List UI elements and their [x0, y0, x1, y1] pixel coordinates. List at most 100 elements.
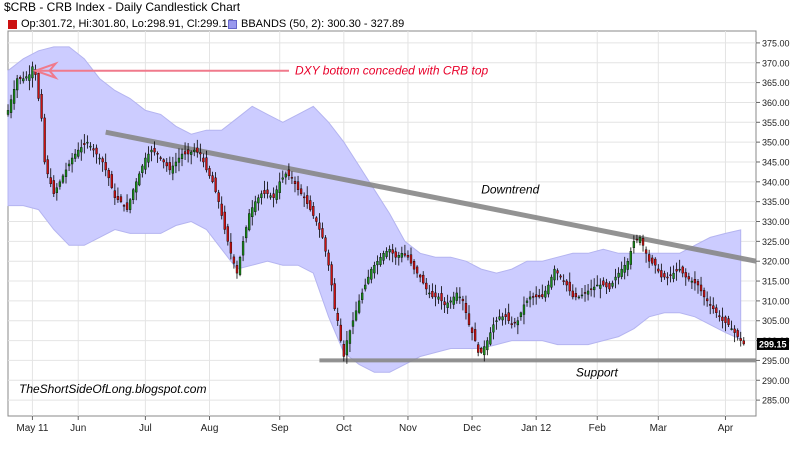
candle-down — [513, 321, 516, 324]
candle-down — [394, 251, 397, 258]
y-tick-label: 295.00 — [762, 356, 790, 366]
candle-up — [174, 161, 178, 167]
candle-down — [339, 324, 342, 341]
last-price-label: 299.15 — [759, 339, 787, 349]
candle-up — [269, 195, 272, 198]
candle-up — [397, 255, 400, 258]
y-tick-label: 310.00 — [762, 296, 790, 306]
candle-down — [293, 180, 297, 185]
bollinger-fill — [7, 46, 742, 373]
candle-up — [388, 249, 391, 253]
y-tick-label: 355.00 — [762, 118, 790, 128]
annotations: DXY bottom conceded with CRB top Downtren… — [19, 61, 619, 396]
candle-down — [266, 189, 269, 194]
candle-up — [730, 328, 733, 330]
candle-up — [547, 284, 550, 295]
candle-up — [132, 189, 135, 200]
candle-down — [718, 315, 721, 317]
candle-down — [709, 304, 712, 306]
candle-down — [641, 238, 645, 246]
candle-up — [345, 340, 349, 356]
candle-up — [498, 316, 501, 320]
y-tick-label: 335.00 — [762, 197, 790, 207]
candle-up — [244, 227, 248, 239]
y-tick-label: 365.00 — [762, 78, 790, 88]
candle-down — [687, 276, 690, 280]
candle-up — [632, 241, 636, 248]
candle-up — [77, 149, 80, 157]
candle-up — [144, 157, 147, 170]
candle-up — [617, 272, 620, 278]
candle-down — [724, 316, 727, 323]
x-tick-label: Oct — [336, 423, 352, 434]
candle-up — [376, 261, 379, 266]
candle-up — [611, 282, 614, 287]
candle-down — [287, 169, 291, 177]
candle-up — [6, 110, 10, 115]
candle-down — [467, 313, 471, 325]
candle-up — [284, 173, 287, 178]
candle-down — [443, 301, 446, 306]
candle-down — [156, 153, 159, 155]
y-tick-label: 370.00 — [762, 58, 790, 68]
downtrend-line — [105, 129, 757, 264]
candle-up — [580, 294, 584, 297]
candle-up — [257, 197, 260, 204]
candle-up — [248, 213, 251, 231]
candle-down — [589, 288, 593, 290]
candle-up — [260, 193, 263, 198]
candle-down — [330, 264, 333, 286]
candle-down — [309, 200, 312, 210]
candle-up — [593, 286, 596, 291]
candle-down — [565, 280, 568, 286]
candle-up — [281, 177, 284, 180]
candle-up — [379, 257, 382, 265]
candle-down — [125, 202, 129, 210]
candles — [6, 61, 745, 364]
candle-down — [217, 192, 220, 202]
candle-down — [504, 314, 507, 317]
candle-down — [559, 275, 562, 278]
candle-down — [693, 279, 697, 284]
candle-down — [556, 270, 559, 274]
candle-down — [235, 265, 239, 274]
y-tick-label: 350.00 — [762, 138, 790, 148]
y-tick-label: 325.00 — [762, 237, 790, 247]
candle-up — [620, 268, 623, 277]
candle-down — [315, 217, 318, 222]
candle-down — [507, 312, 510, 321]
candle-down — [306, 195, 309, 204]
candle-up — [522, 304, 526, 315]
candle-up — [25, 76, 28, 79]
candle-up — [241, 241, 245, 256]
candle-up — [354, 310, 358, 321]
bbands-values: BBANDS (50, 2): 300.30 - 327.89 — [241, 18, 405, 30]
y-axis: 285.00290.00295.00300.00305.00310.00315.… — [756, 38, 790, 406]
candle-up — [31, 66, 34, 79]
candle-up — [254, 201, 257, 212]
candle-down — [101, 158, 104, 163]
candle-up — [385, 251, 388, 257]
candle-up — [373, 264, 376, 274]
y-tick-label: 320.00 — [762, 257, 790, 267]
candle-up — [489, 332, 492, 345]
down-swatch — [8, 19, 17, 29]
candle-down — [571, 290, 574, 298]
candle-up — [64, 169, 68, 177]
candle-up — [190, 151, 193, 155]
candle-down — [214, 177, 217, 192]
candle-up — [638, 237, 642, 243]
candle-down — [644, 249, 648, 254]
last-price-box — [757, 337, 789, 350]
candle-down — [113, 190, 117, 198]
candle-up — [614, 276, 617, 281]
candle-up — [70, 157, 74, 165]
candle-down — [684, 272, 687, 278]
arrow-head — [32, 61, 59, 80]
candle-up — [98, 157, 101, 160]
candle-down — [419, 274, 422, 278]
candle-up — [177, 157, 181, 163]
candle-up — [492, 324, 495, 333]
candle-down — [406, 255, 410, 258]
